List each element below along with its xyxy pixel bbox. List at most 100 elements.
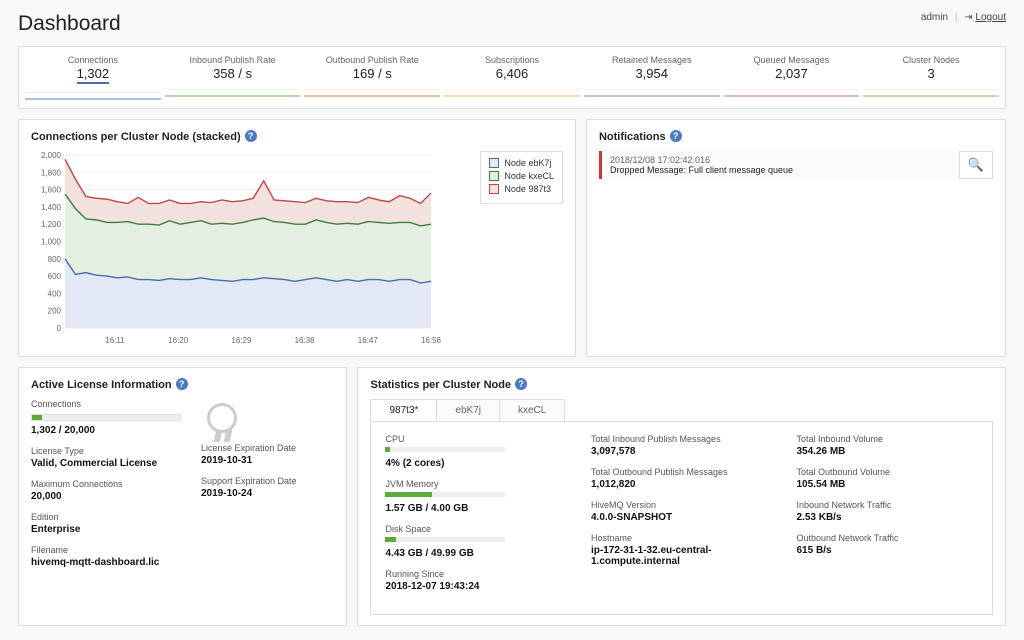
kpi-value: 3: [863, 66, 999, 81]
chart-title: Connections per Cluster Node (stacked): [31, 131, 241, 143]
svg-text:16:38: 16:38: [295, 336, 316, 345]
field-value: 4% (2 cores): [385, 458, 567, 469]
field-value: Enterprise: [31, 524, 181, 535]
ribbon-icon: [207, 403, 237, 433]
kpi-label: Retained Messages: [584, 55, 720, 65]
field-label: Total Outbound Volume: [796, 467, 978, 477]
kpi-queued-messages[interactable]: Queued Messages2,037: [724, 55, 860, 100]
field-value: 3,097,578: [591, 446, 773, 457]
field-label: Running Since: [385, 569, 567, 579]
svg-text:1,800: 1,800: [41, 168, 62, 177]
help-icon[interactable]: ?: [176, 378, 188, 390]
svg-text:1,600: 1,600: [41, 186, 62, 195]
svg-text:1,000: 1,000: [41, 238, 62, 247]
notification-timestamp: 2018/12/08 17:02:42.016: [610, 155, 951, 165]
field-label: Maximum Connections: [31, 479, 181, 489]
field-value: 20,000: [31, 491, 181, 502]
field-label: JVM Memory: [385, 479, 567, 489]
svg-text:16:11: 16:11: [105, 336, 125, 345]
search-icon: 🔍: [968, 157, 984, 173]
field-value: 1,302 / 20,000: [31, 425, 181, 436]
field-value: 2019-10-31: [201, 455, 334, 466]
svg-text:1,200: 1,200: [41, 220, 62, 229]
field-label: Outbound Network Traffic: [796, 533, 978, 543]
kpi-outbound-publish-rate[interactable]: Outbound Publish Rate169 / s: [304, 55, 440, 100]
kpi-label: Connections: [25, 55, 161, 65]
help-icon[interactable]: ?: [245, 130, 257, 142]
svg-text:16:47: 16:47: [358, 336, 379, 345]
field-value: 4.0.0-SNAPSHOT: [591, 512, 773, 523]
page-title: Dashboard: [18, 12, 121, 36]
logout-link[interactable]: Logout: [975, 12, 1006, 23]
kpi-label: Outbound Publish Rate: [304, 55, 440, 65]
field-value: 4.43 GB / 49.99 GB: [385, 548, 567, 559]
field-value: hivemq-mqtt-dashboard.lic: [31, 557, 181, 568]
kpi-connections[interactable]: Connections1,302: [25, 55, 161, 100]
kpi-sparkline: [304, 85, 440, 97]
kpi-value: 1,302: [77, 66, 110, 84]
stats-panel: Statistics per Cluster Node? 987t3*ebK7j…: [357, 367, 1006, 626]
logout-icon: ⇥: [964, 12, 972, 23]
chart-legend: Node ebK7jNode kxeCLNode 987t3: [480, 151, 563, 204]
kpi-label: Inbound Publish Rate: [165, 55, 301, 65]
field-label: Total Outbound Publish Messages: [591, 467, 773, 477]
user-link[interactable]: admin: [921, 12, 948, 23]
notifications-panel: Notifications? 2018/12/08 17:02:42.016 D…: [586, 119, 1006, 357]
legend-label: Node ebK7j: [504, 158, 551, 168]
kpi-sparkline: [724, 85, 860, 97]
help-icon[interactable]: ?: [515, 378, 527, 390]
tab-987t3[interactable]: 987t3*: [371, 400, 437, 421]
help-icon[interactable]: ?: [670, 130, 682, 142]
search-button[interactable]: 🔍: [959, 151, 993, 179]
kpi-value: 358 / s: [165, 66, 301, 81]
svg-text:600: 600: [48, 272, 62, 281]
notification-message: Dropped Message: Full client message que…: [610, 165, 951, 175]
field-label: Edition: [31, 512, 181, 522]
field-label: Support Expiration Date: [201, 476, 334, 486]
kpi-value: 6,406: [444, 66, 580, 81]
kpi-inbound-publish-rate[interactable]: Inbound Publish Rate358 / s: [165, 55, 301, 100]
svg-text:0: 0: [57, 324, 62, 333]
field-label: Hostname: [591, 533, 773, 543]
tab-ebK7j[interactable]: ebK7j: [437, 400, 500, 421]
svg-text:2,000: 2,000: [41, 151, 62, 160]
disk-progress: [385, 537, 505, 542]
kpi-sparkline: [25, 88, 161, 100]
kpi-value: 2,037: [724, 66, 860, 81]
svg-text:1,400: 1,400: [41, 203, 62, 212]
legend-label: Node kxeCL: [504, 171, 554, 181]
stats-title: Statistics per Cluster Node: [370, 379, 511, 391]
svg-text:16:56: 16:56: [421, 336, 442, 345]
kpi-value: 3,954: [584, 66, 720, 81]
field-value: 1,012,820: [591, 479, 773, 490]
cpu-progress: [385, 447, 505, 452]
kpi-sparkline: [165, 85, 301, 97]
field-label: License Type: [31, 446, 181, 456]
field-value: 2018-12-07 19:43:24: [385, 581, 567, 592]
notification-item[interactable]: 2018/12/08 17:02:42.016 Dropped Message:…: [599, 151, 959, 179]
license-title: Active License Information: [31, 379, 172, 391]
kpi-sparkline: [584, 85, 720, 97]
kpi-subscriptions[interactable]: Subscriptions6,406: [444, 55, 580, 100]
jvm-progress: [385, 492, 505, 497]
kpi-cluster-nodes[interactable]: Cluster Nodes3: [863, 55, 999, 100]
field-value: Valid, Commercial License: [31, 458, 181, 469]
svg-text:16:20: 16:20: [168, 336, 189, 345]
svg-text:400: 400: [48, 289, 62, 298]
kpi-sparkline: [444, 85, 580, 97]
tab-kxeCL[interactable]: kxeCL: [500, 400, 564, 421]
field-label: License Expiration Date: [201, 443, 334, 453]
kpi-sparkline: [863, 85, 999, 97]
field-label: HiveMQ Version: [591, 500, 773, 510]
kpi-retained-messages[interactable]: Retained Messages3,954: [584, 55, 720, 100]
field-label: Total Inbound Publish Messages: [591, 434, 773, 444]
kpi-label: Queued Messages: [724, 55, 860, 65]
field-label: Disk Space: [385, 524, 567, 534]
field-value: 615 B/s: [796, 545, 978, 556]
notifications-title: Notifications: [599, 131, 666, 143]
field-label: Total Inbound Volume: [796, 434, 978, 444]
field-value: 354.26 MB: [796, 446, 978, 457]
field-label: CPU: [385, 434, 567, 444]
field-value: ip-172-31-1-32.eu-central-1.compute.inte…: [591, 545, 773, 567]
kpi-row: Connections1,302Inbound Publish Rate358 …: [18, 46, 1006, 109]
